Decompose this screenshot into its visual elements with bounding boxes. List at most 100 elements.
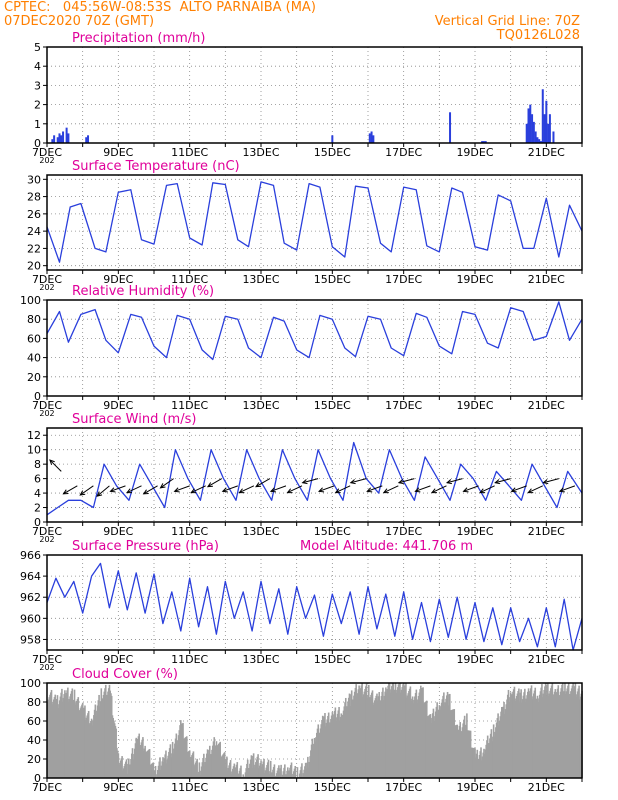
- cloud-bar: [226, 756, 228, 778]
- x-tick-label: 17DEC: [385, 399, 422, 412]
- wind-arrow-head: [79, 490, 86, 496]
- wind-arrow: [383, 485, 399, 494]
- x-tick-label: 11DEC: [171, 399, 208, 412]
- precip-bar: [51, 139, 54, 143]
- x-tick-label: 17DEC: [385, 653, 422, 666]
- x-tick-label: 15DEC: [314, 146, 351, 159]
- x-tick-label: 7DEC: [32, 525, 62, 538]
- cloud-bar: [148, 749, 151, 778]
- wind-arrow-head: [318, 487, 325, 493]
- cloud-bar: [223, 752, 226, 778]
- wind-arrow: [528, 485, 543, 494]
- wind-arrow: [110, 485, 126, 492]
- wind-arrow: [431, 485, 447, 494]
- precip-bar: [87, 135, 90, 143]
- x-tick-label: 21DEC: [528, 525, 565, 538]
- header-station: CPTEC: 045:56W-08:53S ALTO PARNAIBA (MA): [4, 0, 316, 15]
- x-tick-label: 13DEC: [242, 653, 279, 666]
- precip-bar: [525, 123, 528, 143]
- y-tick-label: 4: [34, 487, 41, 500]
- y-tick-label: 958: [20, 633, 41, 646]
- x-tick-label: 9DEC: [103, 399, 133, 412]
- precip-bar: [534, 131, 537, 143]
- y-tick-label: 2: [34, 502, 41, 515]
- press-title-extra: Model Altitude: 441.706 m: [300, 539, 473, 554]
- wind-arrow: [463, 485, 479, 492]
- y-tick-label: 30: [27, 173, 41, 186]
- panel-frame: [46, 427, 583, 523]
- wind-arrow: [174, 485, 190, 492]
- x-tick-label: 7DEC: [32, 781, 62, 794]
- wind-arrow-head: [125, 488, 133, 494]
- precip-bar: [67, 133, 70, 143]
- wind-series-line: [46, 441, 583, 516]
- x-tick-year: 202: [39, 535, 54, 544]
- x-tick-label: 13DEC: [242, 525, 279, 538]
- x-tick-label: 9DEC: [103, 781, 133, 794]
- precip-bar: [527, 108, 530, 143]
- press-series-line: [46, 562, 583, 651]
- precip-bar: [60, 135, 63, 143]
- precip-bar: [532, 121, 535, 143]
- x-tick-label: 17DEC: [385, 273, 422, 286]
- y-tick-label: 24: [27, 225, 41, 238]
- y-tick-label: 6: [34, 473, 41, 486]
- rh-series-line: [46, 301, 583, 361]
- wind-arrow-head: [269, 487, 276, 493]
- y-tick-label: 80: [27, 313, 41, 326]
- y-tick-label: 100: [20, 294, 41, 307]
- wind-arrow: [126, 485, 142, 494]
- wind-arrow: [49, 459, 62, 472]
- precip-bar: [53, 135, 56, 143]
- panel-frame: [46, 46, 583, 144]
- wind-arrow: [511, 485, 527, 492]
- x-tick-year: 202: [39, 409, 54, 418]
- wind-arrow: [287, 485, 303, 494]
- cloud-bar: [240, 765, 242, 778]
- precip-bar: [331, 135, 334, 143]
- y-tick-label: 20: [27, 260, 41, 273]
- precip-bar: [372, 135, 375, 143]
- precip-bar: [552, 131, 555, 143]
- precip-bar: [545, 100, 548, 143]
- wind-arrow: [255, 478, 271, 488]
- wind-arrow: [207, 478, 223, 488]
- cloud-bar: [152, 762, 155, 778]
- cloud-bar: [125, 759, 128, 778]
- wind-arrow-head: [96, 491, 103, 497]
- cloud-bar: [301, 763, 303, 778]
- wind-arrow-head: [190, 488, 197, 494]
- wind-arrow-head: [558, 487, 565, 493]
- y-tick-label: 40: [27, 352, 41, 365]
- panel-frame: [46, 554, 583, 651]
- x-tick-label: 13DEC: [242, 273, 279, 286]
- cloud-bar: [284, 764, 286, 778]
- wind-arrow-head: [301, 479, 308, 485]
- x-tick-label: 11DEC: [171, 653, 208, 666]
- cloud-bar: [294, 765, 297, 778]
- wind-arrow-head: [510, 487, 517, 493]
- wind-arrow: [318, 485, 335, 492]
- y-tick-label: 22: [27, 242, 41, 255]
- precip-bar: [547, 123, 550, 143]
- y-tick-label: 966: [20, 549, 41, 562]
- precip-bar: [541, 89, 544, 143]
- x-tick-label: 9DEC: [103, 525, 133, 538]
- cloud-bar: [246, 759, 249, 778]
- cloud-bar: [196, 758, 198, 778]
- y-tick-label: 0: [34, 772, 41, 785]
- wind-arrow-head: [49, 459, 55, 465]
- cloud-bar: [192, 751, 195, 778]
- x-tick-year: 202: [39, 283, 54, 292]
- rh-title: Relative Humidity (%): [72, 284, 214, 299]
- wind-arrow-head: [349, 479, 356, 485]
- y-tick-label: 1: [34, 118, 41, 131]
- wind-arrow: [559, 485, 576, 492]
- x-tick-label: 21DEC: [528, 399, 565, 412]
- panel-press: 958 960 962 964 966 7DEC 9DEC 11DEC 13DEC 15DEC 17…: [20, 539, 583, 672]
- precip-bar: [539, 141, 542, 143]
- precip-bar: [58, 133, 61, 143]
- temp-title: Surface Temperature (nC): [72, 159, 240, 174]
- wind-arrow: [350, 478, 367, 484]
- cloud-title: Cloud Cover (%): [72, 667, 178, 682]
